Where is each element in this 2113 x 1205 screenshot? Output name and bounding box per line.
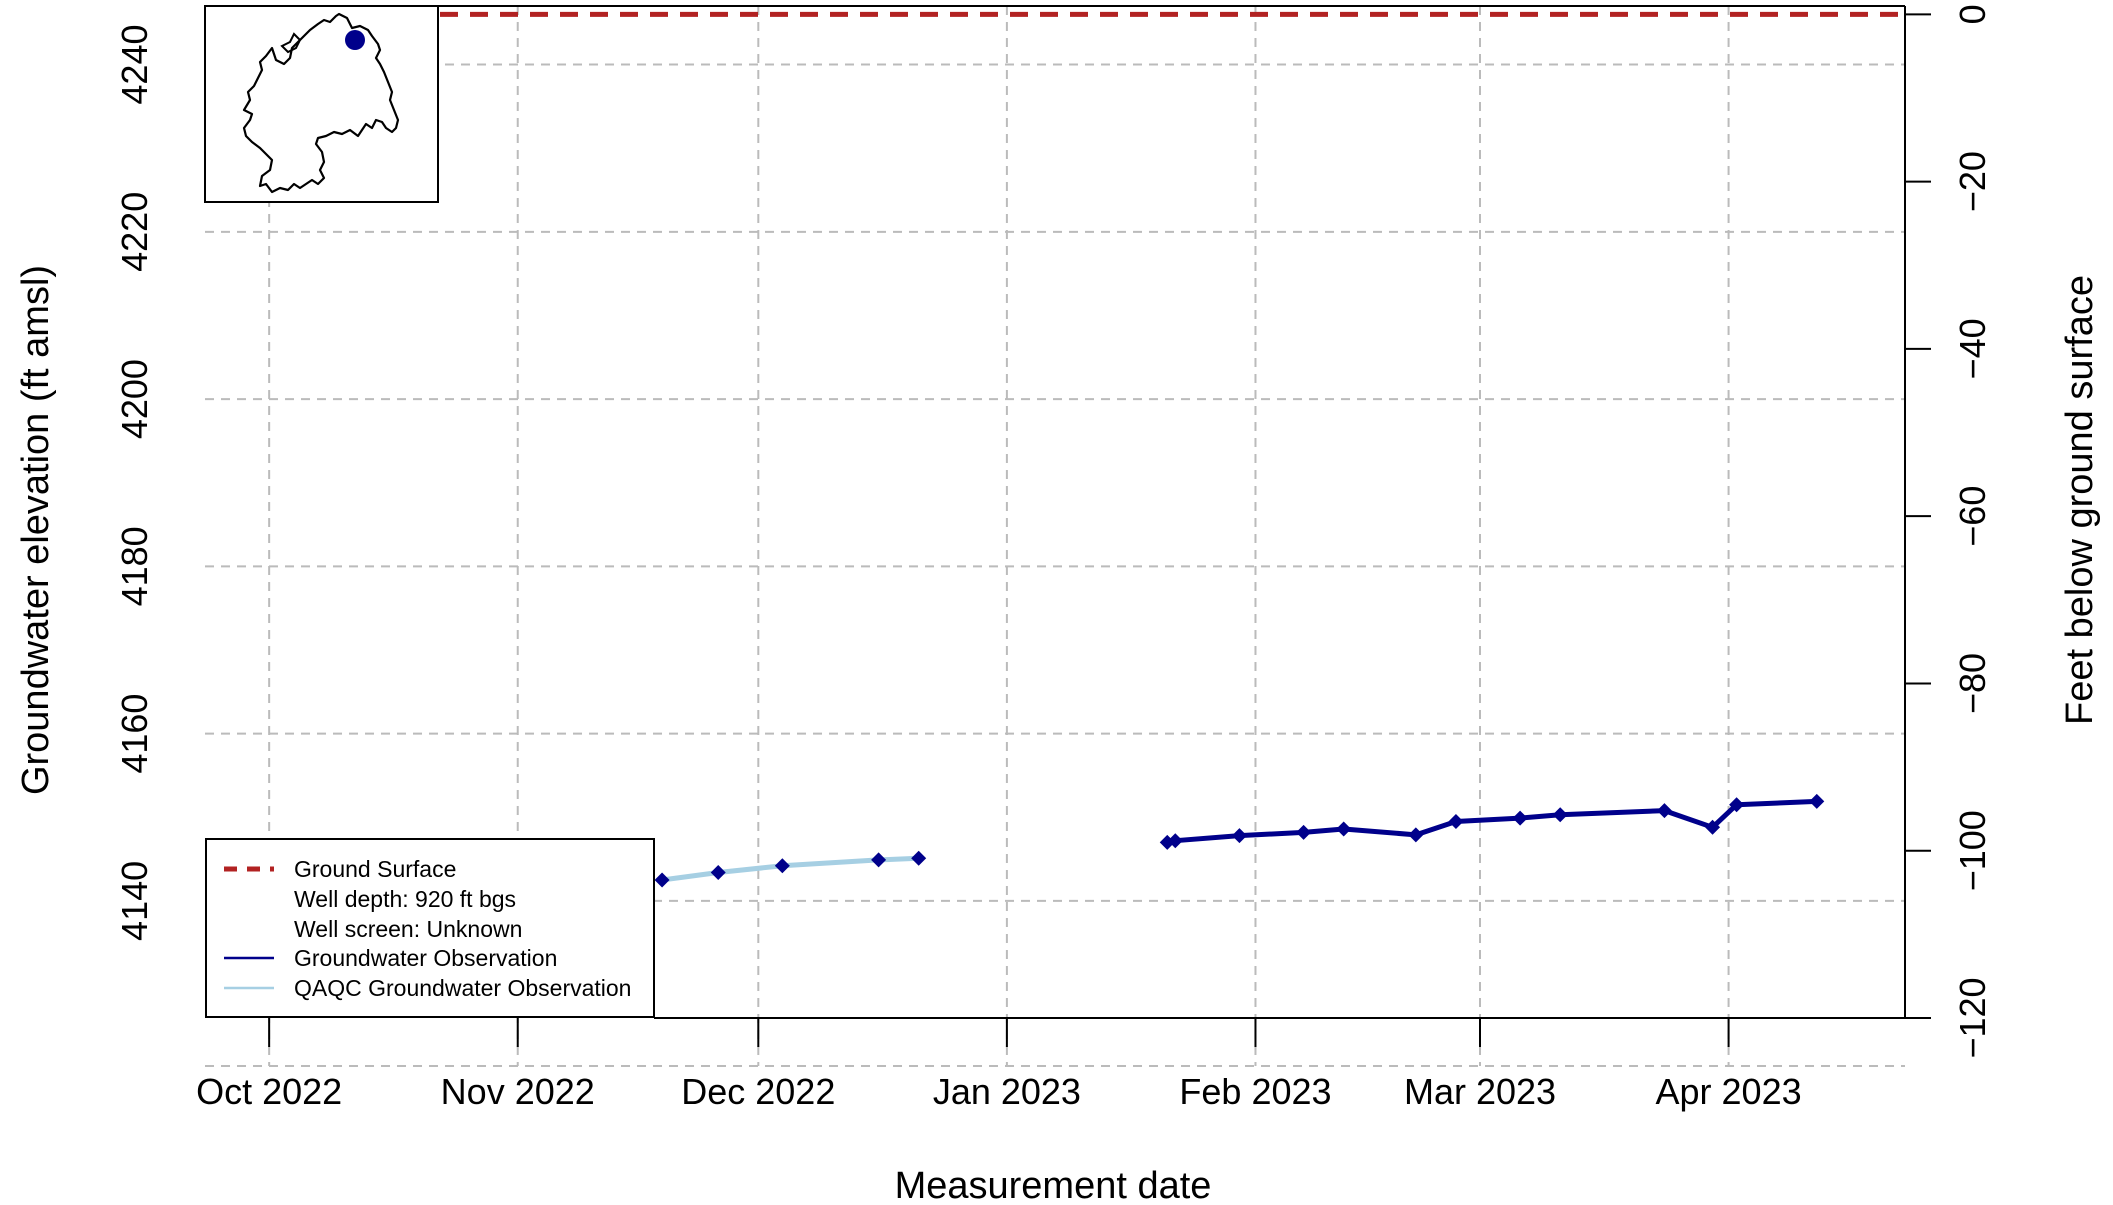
data-point — [774, 858, 790, 874]
y2-tick-label: −40 — [1952, 318, 1993, 379]
x-tick-label: Nov 2022 — [441, 1071, 595, 1112]
y2-axis-title: Feet below ground surface — [2059, 275, 2101, 725]
data-point — [1408, 827, 1424, 843]
y2-tick-label: 0 — [1952, 4, 1993, 24]
data-point — [1448, 813, 1464, 829]
x-tick-label: Apr 2023 — [1656, 1071, 1802, 1112]
y2-tick-label: −80 — [1952, 653, 1993, 714]
y2-tick-label: −120 — [1952, 977, 1993, 1058]
y-tick-label: 4160 — [114, 694, 155, 774]
x-tick-label: Feb 2023 — [1179, 1071, 1331, 1112]
well-location-marker-icon — [345, 30, 365, 50]
data-point — [1231, 828, 1247, 844]
legend: Ground Surface Well depth: 920 ft bgs We… — [205, 838, 655, 1018]
y2-tick-label: −100 — [1952, 810, 1993, 891]
data-point — [1809, 793, 1825, 809]
data-point — [1512, 810, 1528, 826]
data-point — [871, 852, 887, 868]
data-point — [710, 864, 726, 880]
data-point — [911, 850, 927, 866]
y2-tick-label: −20 — [1952, 151, 1993, 212]
basin-inner-lobe-icon — [280, 32, 302, 54]
x-axis-title: Measurement date — [895, 1165, 1212, 1205]
series-group — [654, 793, 1825, 888]
legend-box — [205, 838, 655, 1018]
y-axis-title: Groundwater elevation (ft amsl) — [15, 265, 57, 795]
legend-label-qaqc: QAQC Groundwater Observation — [294, 975, 631, 1001]
x-tick-label: Mar 2023 — [1404, 1071, 1556, 1112]
y-tick-label: 4240 — [114, 24, 155, 104]
legend-label-well-depth: Well depth: 920 ft bgs — [294, 886, 516, 912]
y-axis-left: 4140 4160 4180 4200 4220 4240 — [114, 24, 155, 940]
data-point — [1656, 803, 1672, 819]
data-point — [1296, 824, 1312, 840]
plot-frame — [438, 5, 1906, 1019]
x-tick-label: Oct 2022 — [196, 1071, 342, 1112]
legend-label-ground-surface: Ground Surface — [294, 856, 456, 882]
data-point — [1552, 807, 1568, 823]
y-tick-label: 4200 — [114, 359, 155, 439]
y-axis-right: 0 −20 −40 −60 −80 −100 −120 — [1905, 4, 1993, 1059]
series-line-groundwater — [1166, 798, 1817, 845]
legend-label-groundwater: Groundwater Observation — [294, 945, 557, 971]
x-axis: Oct 2022 Nov 2022 Dec 2022 Jan 2023 Feb 2023… — [196, 1018, 1802, 1112]
x-tick-label: Dec 2022 — [681, 1071, 835, 1112]
x-tick-label: Jan 2023 — [933, 1071, 1081, 1112]
data-point — [1729, 797, 1745, 813]
y-tick-label: 4220 — [114, 192, 155, 272]
data-point — [1705, 819, 1721, 835]
basin-outline-icon — [242, 12, 400, 194]
y2-tick-label: −60 — [1952, 486, 1993, 547]
grid-lines — [205, 6, 1905, 1067]
y-tick-label: 4180 — [114, 526, 155, 606]
data-point — [1167, 833, 1183, 849]
legend-label-well-screen: Well screen: Unknown — [294, 916, 522, 942]
data-point — [654, 872, 670, 888]
inset-map — [204, 5, 439, 203]
data-point — [1336, 821, 1352, 837]
y-tick-label: 4140 — [114, 861, 155, 941]
